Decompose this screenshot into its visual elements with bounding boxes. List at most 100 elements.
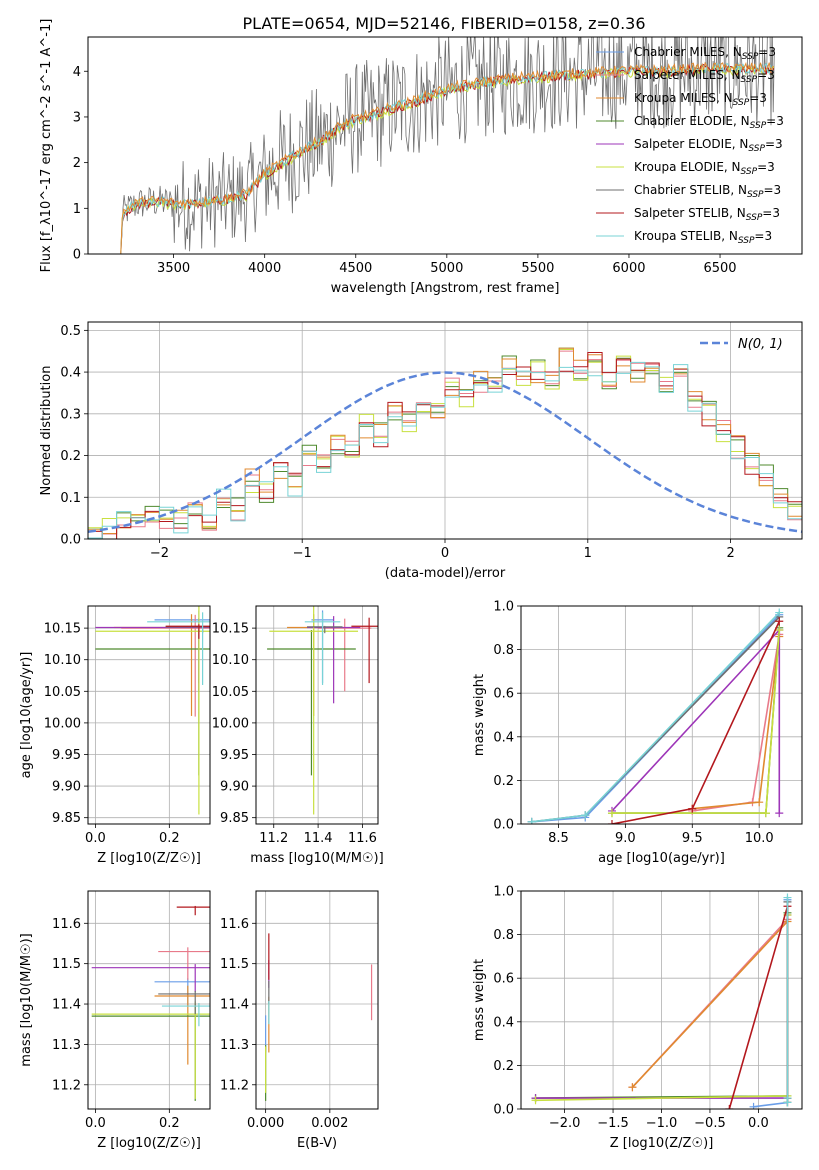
figure-title: PLATE=0654, MJD=52146, FIBERID=0158, z=0…: [242, 14, 645, 33]
x-tick-label: 0: [441, 546, 449, 561]
panel-mass-vs-ebv: 0.000 0.002 11.2 11.3 11.4 11.5 11.6 E(B-V): [220, 890, 379, 1151]
legend-label: Salpeter STELIB, NSSP=3: [634, 206, 780, 223]
y-tick-label: 11.5: [220, 957, 249, 972]
x-tick-label: 11.6: [348, 831, 377, 846]
y-tick-label: 10.10: [212, 653, 249, 668]
y-tick-label: 0.4: [493, 1015, 514, 1030]
legend-label: N(0, 1): [738, 337, 783, 352]
x-tick-label: 0.000: [247, 1116, 284, 1131]
y-tick-label: 0.4: [60, 366, 81, 381]
mass-weight-marker: [775, 809, 784, 818]
y-tick-label: 0.0: [60, 533, 81, 548]
y-tick-label: 0.2: [493, 774, 514, 789]
x-axis-label: Z [log10(Z/Z☉)]: [97, 1136, 201, 1151]
x-axis-label: Z [log10(Z/Z☉)]: [97, 851, 201, 866]
mass-weight-marker: [725, 1105, 734, 1109]
y-tick-label: 0.0: [493, 818, 514, 833]
x-axis-label: age [log10(age/yr)]: [598, 851, 725, 866]
x-tick-label: 6000: [612, 261, 645, 276]
x-tick-label: −1: [293, 546, 312, 561]
y-tick-label: 11.3: [220, 1038, 249, 1053]
y-axis-label: mass weight: [472, 959, 487, 1041]
x-tick-label: 9.0: [615, 831, 636, 846]
y-tick-label: 0.8: [493, 643, 514, 658]
panel-residuals: −2 −1 0 1 2 0.0 0.1 0.2 0.3 0.4 0.5 (data-model)/er…: [39, 321, 803, 581]
observed-spectrum-line: [120, 37, 775, 252]
mass-weight-marker: [783, 893, 792, 902]
y-tick-label: 10.15: [212, 622, 249, 637]
y-axis-label: mass weight: [472, 674, 487, 756]
y-tick-label: 10.00: [44, 716, 81, 731]
x-axis-label: E(B-V): [297, 1136, 337, 1151]
y-tick-label: 0.8: [493, 928, 514, 943]
x-tick-label: 0.0: [85, 1116, 106, 1131]
y-tick-label: 10.05: [44, 685, 81, 700]
x-tick-label: 3500: [157, 261, 190, 276]
x-axis-label: wavelength [Angstrom, rest frame]: [331, 281, 560, 296]
x-tick-label: 0.0: [85, 831, 106, 846]
y-axis-label: Normed distribution: [39, 366, 54, 496]
y-axis-label: age [log10(age/yr)]: [19, 652, 34, 779]
y-axis-label: mass [log10(M/M☉)]: [19, 933, 34, 1066]
mass-weight-marker: [761, 809, 770, 818]
x-axis-label: Z [log10(Z/Z☉)]: [610, 1136, 714, 1151]
panel-spectrum: 3500 4000 4500 5000 5500 6000 6500 0 1 2 3 4 wavelen…: [39, 19, 803, 296]
x-tick-label: 10.0: [745, 831, 774, 846]
y-tick-label: 0.0: [493, 1103, 514, 1118]
plot-area: [120, 37, 775, 254]
chart-layer: 3500 4000 4500 5000 5500 6000 6500 0 1 2 3 4 wavelen…: [19, 19, 803, 1151]
y-tick-label: 1.0: [493, 600, 514, 615]
y-tick-label: 0.6: [493, 972, 514, 987]
x-tick-label: 0.2: [159, 831, 180, 846]
x-tick-label: 1: [584, 546, 592, 561]
panel-age-vs-mass: 11.2 11.4 11.6 9.85 9.90 9.95 10.00 10.05 10.10 1…: [212, 605, 384, 866]
x-tick-label: 9.5: [682, 831, 703, 846]
legend-label: Chabrier ELODIE, NSSP=3: [634, 114, 784, 131]
y-tick-label: 10.00: [212, 716, 249, 731]
y-tick-label: 0.6: [493, 687, 514, 702]
axes-frame: [87, 36, 803, 255]
mass-weight-marker: [783, 1094, 792, 1103]
mass-weight-marker: [527, 817, 536, 824]
x-tick-label: 0.0: [748, 1116, 769, 1131]
y-tick-label: 11.4: [220, 998, 249, 1013]
y-tick-label: 4: [73, 65, 81, 80]
x-tick-label: 11.4: [304, 831, 333, 846]
y-tick-label: 11.2: [220, 1078, 249, 1093]
mass-weight-marker: [581, 811, 590, 820]
mass-weight-marker: [628, 1083, 637, 1092]
x-tick-label: 5000: [430, 261, 463, 276]
mass-weight-marker: [775, 608, 784, 617]
x-axis-label: mass [log10(M/M☉)]: [250, 851, 383, 866]
mass-weight-marker: [775, 617, 784, 626]
histogram-step-line: [88, 361, 802, 539]
x-tick-label: −0.5: [694, 1116, 726, 1131]
y-tick-label: 1: [73, 202, 81, 217]
axes-frame: [87, 890, 211, 1110]
legend-label: Salpeter MILES, NSSP=3: [634, 68, 775, 85]
y-tick-label: 0: [73, 248, 81, 263]
legend-label: Chabrier STELIB, NSSP=3: [634, 183, 781, 200]
plot-area: [256, 891, 378, 1109]
x-axis-label: (data-model)/error: [385, 566, 506, 581]
mass-weight-marker: [688, 804, 697, 813]
x-tick-label: 0.2: [159, 1116, 180, 1131]
legend-label: Chabrier MILES, NSSP=3: [634, 45, 776, 62]
y-tick-label: 9.95: [52, 748, 81, 763]
y-tick-label: 11.5: [52, 957, 81, 972]
panel-age-vs-Z: 0.0 0.2 9.85 9.90 9.95 10.00 10.05 10.10 10.15 Z …: [19, 605, 211, 866]
plot-area: [88, 891, 210, 1109]
x-tick-label: 2: [726, 546, 734, 561]
y-tick-label: 9.85: [220, 811, 249, 826]
y-tick-label: 11.3: [52, 1038, 81, 1053]
legend-label: Kroupa ELODIE, NSSP=3: [634, 160, 775, 177]
y-tick-label: 1.0: [493, 885, 514, 900]
plot-area: [256, 606, 378, 824]
axes-frame: [520, 890, 803, 1110]
y-tick-label: 9.85: [52, 811, 81, 826]
x-tick-label: −1.0: [646, 1116, 678, 1131]
plot-area: [521, 891, 802, 1109]
plot-area: [521, 606, 802, 824]
x-tick-label: 4500: [339, 261, 372, 276]
